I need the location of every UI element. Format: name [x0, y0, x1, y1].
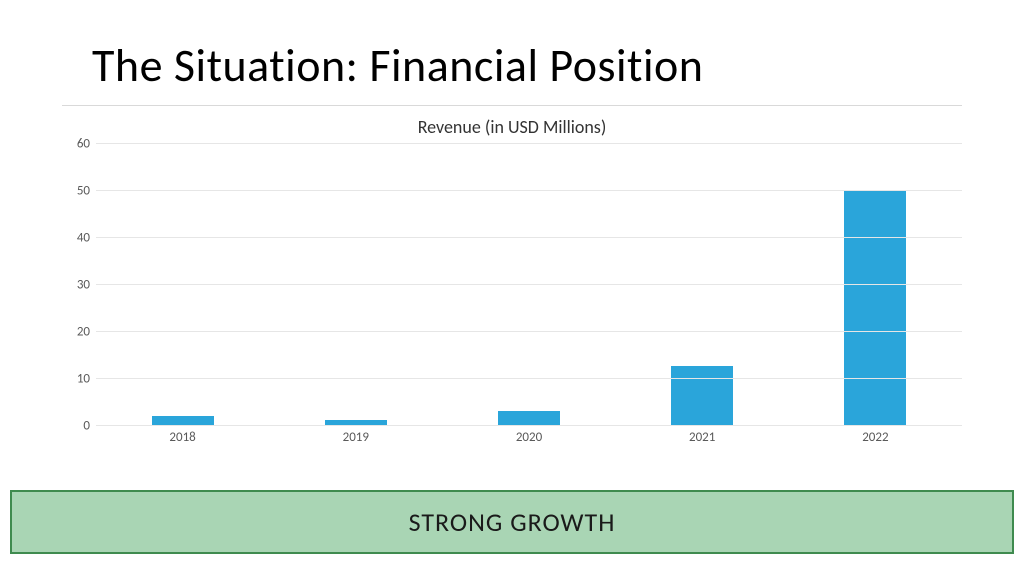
slide: The Situation: Financial Position Revenu…	[0, 0, 1024, 576]
banner-text: STRONG GROWTH	[409, 506, 616, 538]
grid-line	[96, 190, 962, 191]
y-axis-label: 10	[62, 372, 90, 387]
grid-line	[96, 331, 962, 332]
bars-container	[96, 144, 962, 426]
y-axis-label: 30	[62, 278, 90, 293]
grid-line	[96, 237, 962, 238]
grid-line	[96, 378, 962, 379]
bar	[671, 366, 733, 426]
bar	[498, 411, 560, 426]
y-axis-label: 50	[62, 184, 90, 199]
title-divider	[62, 105, 962, 106]
growth-banner: STRONG GROWTH	[10, 490, 1014, 554]
grid-line	[96, 425, 962, 426]
y-axis-label: 40	[62, 231, 90, 246]
y-axis-label: 60	[62, 137, 90, 152]
x-axis-label: 2018	[123, 430, 243, 445]
x-axis-label: 2022	[815, 430, 935, 445]
revenue-chart: 0102030405060 20182019202020212022	[62, 144, 962, 454]
grid-line	[96, 143, 962, 144]
y-axis-label: 20	[62, 325, 90, 340]
grid-line	[96, 284, 962, 285]
plot-area	[96, 144, 962, 426]
bar	[844, 191, 906, 426]
x-axis-label: 2021	[642, 430, 762, 445]
page-title: The Situation: Financial Position	[92, 38, 703, 94]
x-axis-label: 2019	[296, 430, 416, 445]
y-axis-label: 0	[62, 419, 90, 434]
x-axis-label: 2020	[469, 430, 589, 445]
chart-title: Revenue (in USD Millions)	[0, 116, 1024, 138]
